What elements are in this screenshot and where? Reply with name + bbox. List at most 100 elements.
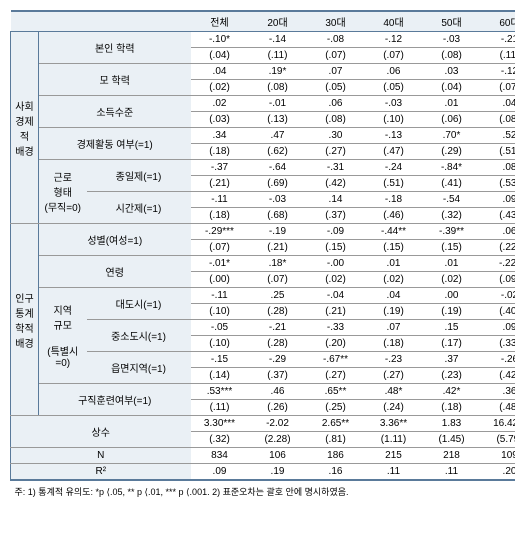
std-error: (.21) [307,304,365,320]
std-error: (.27) [365,368,423,384]
std-error: (1.11) [365,432,423,448]
std-error: (.04) [191,48,249,64]
estimate: -.13 [365,128,423,144]
std-error: (.24) [365,400,423,416]
table-note: 주: 1) 통계적 유의도: *p ⟨.05, ** p ⟨.01, *** p… [11,480,515,500]
std-error: (.06) [423,112,481,128]
estimate: -.64 [249,160,307,176]
std-error: (.51) [365,176,423,192]
std-error: (.08) [481,112,515,128]
std-error: (.27) [307,144,365,160]
value: .16 [307,464,365,481]
estimate: -.19 [249,224,307,240]
estimate: -.15 [191,352,249,368]
estimate: .01 [423,96,481,112]
estimate: 16.42** [481,416,515,432]
estimate: .15 [423,320,481,336]
table-row: 읍면지역(=1)-.15-.29-.67**-.23.37-.26 [11,352,515,368]
std-error: (.22) [481,240,515,256]
value: .20 [481,464,515,481]
table-row: 경제활동 여부(=1).34.47.30-.13.70*.52 [11,128,515,144]
std-error: (.13) [249,112,307,128]
std-error: (.18) [365,336,423,352]
std-error: (.10) [191,304,249,320]
std-error: (.07) [249,272,307,288]
table-row: 중소도시(=1)-.05-.21-.33.07.15.09 [11,320,515,336]
estimate: -.84* [423,160,481,176]
std-error: (.08) [423,48,481,64]
estimate: -.14 [249,32,307,48]
std-error: (.37) [249,368,307,384]
estimate: -.33 [307,320,365,336]
std-error: (.28) [249,304,307,320]
std-error: (.18) [191,208,249,224]
estimate: .65** [307,384,365,400]
estimate: -.09 [307,224,365,240]
estimate: .37 [423,352,481,368]
col-header: 40대 [365,11,423,32]
estimate: .48* [365,384,423,400]
value: 218 [423,448,481,464]
col-header: 전체 [191,11,249,32]
row-group-header: 근로 형태 (무직=0) [39,160,87,224]
estimate: .04 [365,288,423,304]
estimate: .08 [481,160,515,176]
std-error: (.10) [191,336,249,352]
value: .11 [365,464,423,481]
value: .11 [423,464,481,481]
estimate: 1.83 [423,416,481,432]
std-error: (.18) [423,400,481,416]
row-label: 종일제(=1) [87,160,191,192]
std-error: (.81) [307,432,365,448]
row-label: 중소도시(=1) [87,320,191,352]
std-error: (.46) [365,208,423,224]
value: .09 [191,464,249,481]
std-error: (.02) [365,272,423,288]
std-error: (.37) [307,208,365,224]
std-error: (.19) [365,304,423,320]
regression-table: 전체 20대 30대 40대 50대 60대 사회 경제적 배경본인 학력-.1… [10,10,515,500]
section-header: 인구 통계학적 배경 [11,224,39,416]
estimate: -.37 [191,160,249,176]
std-error: (.32) [423,208,481,224]
estimate: -.39** [423,224,481,240]
estimate: .01 [423,256,481,272]
std-error: (.43) [481,208,515,224]
estimate: -.26 [481,352,515,368]
std-error: (.29) [423,144,481,160]
std-error: (.41) [423,176,481,192]
estimate: .42* [423,384,481,400]
table-row: 연령-.01*.18*-.00.01.01-.22* [11,256,515,272]
std-error: (.07) [307,48,365,64]
estimate: -.11 [191,288,249,304]
estimate: .19* [249,64,307,80]
footer-row: 상수3.30***-2.022.65**3.36**1.8316.42** [11,416,515,432]
std-error: (.00) [191,272,249,288]
std-error: (.14) [191,368,249,384]
col-header: 30대 [307,11,365,32]
table-row: 인구 통계학적 배경성별(여성=1)-.29***-.19-.09-.44**-… [11,224,515,240]
std-error: (.28) [249,336,307,352]
estimate: -.21 [249,320,307,336]
estimate: -.01 [249,96,307,112]
estimate: 3.30*** [191,416,249,432]
std-error: (.08) [249,80,307,96]
estimate: .52 [481,128,515,144]
estimate: -.04 [307,288,365,304]
estimate: .06 [481,224,515,240]
std-error: (.07) [481,80,515,96]
estimate: .07 [365,320,423,336]
std-error: (1.45) [423,432,481,448]
estimate: -.05 [191,320,249,336]
std-error: (5.79) [481,432,515,448]
std-error: (.03) [191,112,249,128]
row-label: N [11,448,191,464]
estimate: .02 [191,96,249,112]
footer-row: R².09.19.16.11.11.20 [11,464,515,481]
std-error: (.33) [481,336,515,352]
estimate: .09 [481,320,515,336]
table-row: 모 학력.04.19*.07.06.03-.12 [11,64,515,80]
col-header: 50대 [423,11,481,32]
std-error: (.32) [191,432,249,448]
estimate: .70* [423,128,481,144]
